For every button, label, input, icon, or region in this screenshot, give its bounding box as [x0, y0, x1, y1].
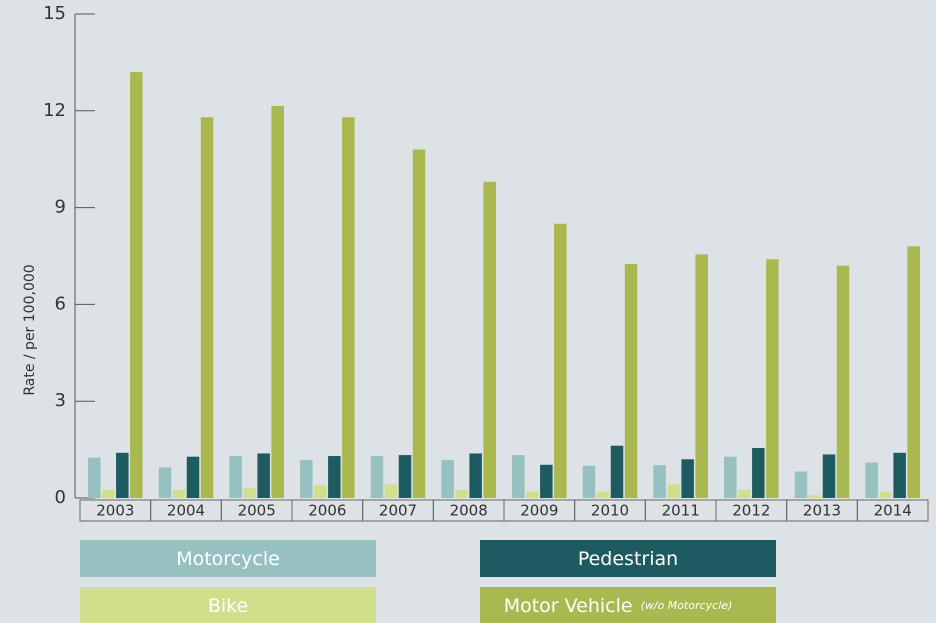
bar [752, 447, 765, 498]
bar [342, 117, 355, 499]
x-tick-label: 2009 [520, 502, 558, 520]
bar [596, 491, 610, 498]
bar [412, 149, 426, 498]
bar [172, 489, 186, 498]
bar [624, 264, 638, 498]
legend-label: Motor Vehicle (w/o Motorcycle) [504, 595, 733, 617]
legend-label: Pedestrian [578, 548, 678, 570]
bar [158, 467, 172, 498]
legend-swatch [80, 587, 376, 623]
bar [582, 465, 596, 498]
bar [271, 105, 284, 499]
legend-label: Motorcycle [176, 548, 280, 570]
bar [667, 484, 680, 498]
bar [384, 484, 398, 498]
bar [116, 452, 129, 498]
x-tick-label: 2006 [308, 502, 346, 520]
bar [724, 456, 737, 498]
bar [102, 489, 115, 498]
bar [681, 459, 694, 498]
bar [512, 455, 525, 498]
bar [455, 489, 468, 498]
bar [200, 117, 214, 499]
x-tick-label: 2003 [96, 502, 134, 520]
bar [441, 459, 454, 498]
legend-label: Bike [208, 595, 248, 617]
x-tick-label: 2005 [238, 502, 276, 520]
legend-name: Motor Vehicle [504, 595, 633, 617]
bar [130, 72, 143, 498]
bar [879, 491, 892, 498]
bar [398, 455, 412, 498]
bar [186, 456, 200, 498]
y-tick-label: 0 [55, 487, 66, 508]
bar [907, 246, 920, 498]
y-tick-label: 6 [55, 293, 66, 314]
bar [540, 464, 553, 498]
legend-note: (w/o Motorcycle) [641, 599, 733, 612]
bar [808, 495, 822, 498]
x-tick-label: 2007 [379, 502, 417, 520]
bar [865, 462, 878, 498]
bar [766, 259, 779, 498]
x-tick-label: 2004 [167, 502, 205, 520]
x-tick-label: 2013 [803, 502, 841, 520]
bar [257, 453, 270, 498]
x-tick-label: 2008 [450, 502, 488, 520]
category-box [856, 499, 929, 522]
y-tick-label: 12 [43, 100, 66, 121]
legend-name: Pedestrian [578, 548, 678, 570]
legend-swatch [480, 540, 776, 577]
bar [243, 488, 256, 498]
legend-swatch [480, 587, 776, 623]
y-tick-label: 9 [55, 197, 66, 218]
bar [483, 181, 496, 498]
bar [370, 456, 384, 498]
bar [469, 453, 482, 498]
bar [893, 452, 906, 498]
bar [794, 471, 808, 498]
bar [653, 465, 666, 498]
bar [695, 254, 708, 498]
x-tick-label: 2010 [591, 502, 629, 520]
x-tick-label: 2012 [732, 502, 770, 520]
y-axis-label: Rate / per 100,000 [22, 264, 38, 395]
bar [554, 223, 567, 498]
bar [738, 489, 751, 498]
legend-name: Bike [208, 595, 248, 617]
x-tick-label: 2011 [662, 502, 700, 520]
bar [229, 456, 242, 498]
legend-name: Motorcycle [176, 548, 280, 570]
y-tick-label: 3 [55, 390, 66, 411]
bar [610, 445, 624, 498]
x-tick-label: 2014 [874, 502, 912, 520]
bar [822, 454, 836, 498]
bar [836, 265, 850, 498]
y-tick-label: 15 [43, 3, 66, 24]
bar [314, 485, 327, 498]
bar [328, 456, 341, 498]
bar [526, 491, 539, 498]
bar [300, 459, 313, 498]
legend-swatch [80, 540, 376, 577]
bar [88, 457, 101, 498]
